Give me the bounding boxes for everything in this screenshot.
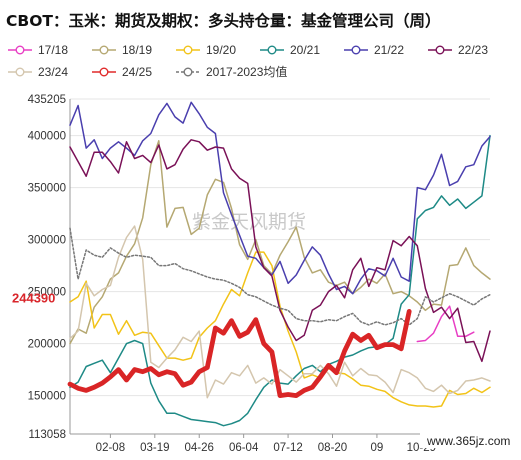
series-line-21-22: [69, 101, 491, 295]
y-tick-label: 300000: [28, 235, 66, 247]
legend-label: 18/19: [122, 43, 152, 57]
y-tick-label: 400000: [28, 131, 66, 143]
legend-label: 2017-2023均值: [206, 64, 287, 79]
legend-item-17-18: 17/18: [8, 43, 68, 57]
legend-marker: [351, 45, 361, 55]
y-tick-label: 200000: [28, 339, 66, 351]
series-line-2017-2023: [69, 227, 491, 326]
legend-label: 17/18: [38, 43, 68, 57]
watermark: 紫金天风期货: [192, 211, 306, 233]
series-line-17-18: [416, 305, 475, 343]
legend-item-20-21: 20/21: [260, 43, 320, 57]
watermark-url-text: www.365jz.com: [426, 434, 510, 448]
legend-marker: [183, 67, 193, 77]
y-tick-label: 150000: [28, 391, 66, 403]
legend-item-18-19: 18/19: [92, 43, 152, 57]
x-tick-label: 09: [371, 442, 384, 454]
legend-label: 24/25: [122, 65, 152, 79]
x-tick-label: 03-19: [140, 442, 169, 454]
y-tick-label: 113058: [28, 429, 66, 441]
x-tick-label: 04-26: [185, 442, 214, 454]
legend-label: 23/24: [38, 65, 68, 79]
legend-label: 19/20: [206, 43, 236, 57]
legend-item-21-22: 21/22: [344, 43, 404, 57]
y-tick-label: 350000: [28, 183, 66, 195]
legend-marker: [99, 45, 109, 55]
series-line-22-23: [69, 139, 491, 363]
legend-marker: [99, 67, 109, 77]
plot-area: [67, 101, 491, 427]
legend-marker: [267, 45, 277, 55]
x-tick-label: 02-08: [96, 442, 125, 454]
y-tick-label: 250000: [28, 287, 66, 299]
legend-item-19-20: 19/20: [176, 43, 236, 57]
series-line-19-20: [69, 251, 491, 408]
series-line-current-9: [67, 308, 412, 399]
chart-title: CBOT：玉米：期货及期权：多头持仓量：基金管理公司（周）: [6, 11, 440, 30]
series-line-18-19: [69, 140, 491, 345]
legend-marker: [15, 67, 25, 77]
legend-label: 21/22: [374, 43, 404, 57]
highlight-value-label: 244390: [12, 290, 55, 305]
latest-value-highlight: 244390: [12, 290, 55, 305]
legend-item-22-23: 22/23: [428, 43, 488, 57]
legend-marker: [183, 45, 193, 55]
legend-label: 22/23: [458, 43, 488, 57]
y-axis: 435205 400000 350000 300000 250000 200000 1500…: [28, 94, 71, 441]
series-line-23-24: [69, 225, 491, 399]
x-tick-label: 08-20: [318, 442, 347, 454]
chart-legend: 17/18 18/19 19/20 20/21 21/22 22/23 23/24 24/25…: [8, 43, 488, 79]
x-tick-label: 06-04: [229, 442, 259, 454]
legend-marker: [15, 45, 25, 55]
y-tick-label: 435205: [28, 94, 66, 106]
x-tick-label: 07-12: [273, 442, 302, 454]
series-line-20-21: [69, 134, 491, 427]
legend-marker: [435, 45, 445, 55]
legend-label: 20/21: [290, 43, 320, 57]
watermark-url: www.365jz.com: [420, 432, 521, 448]
legend-item-24-25: 24/25: [92, 65, 152, 79]
legend-item-23-24: 23/24: [8, 65, 68, 79]
legend-item-2017-2023: 2017-2023均值: [176, 64, 287, 79]
